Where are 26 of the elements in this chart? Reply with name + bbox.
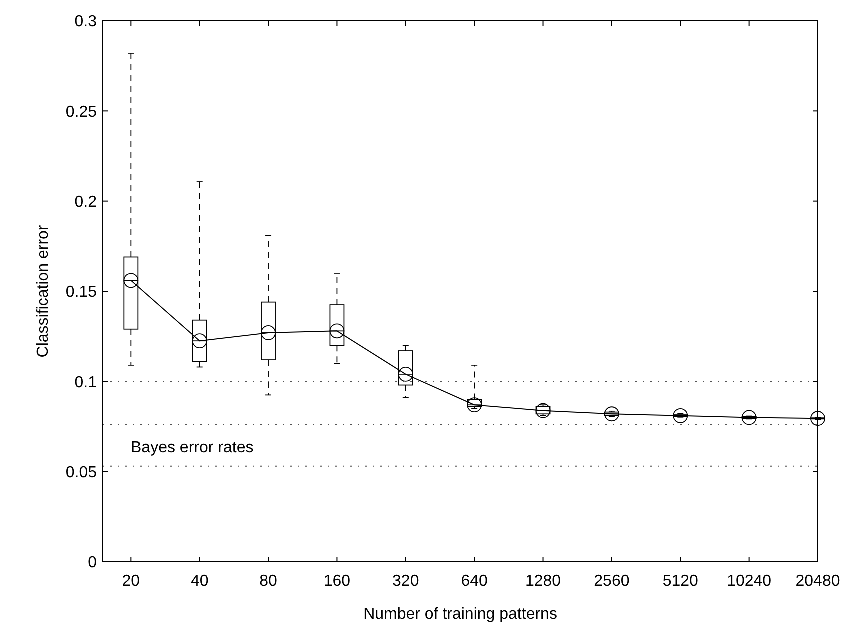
x-tick-label: 160 xyxy=(324,573,351,590)
x-tick-label: 10240 xyxy=(727,573,772,590)
x-axis-title: Number of training patterns xyxy=(364,606,558,623)
y-axis-title: Classification error xyxy=(35,224,52,358)
x-tick-label: 40 xyxy=(190,573,209,590)
x-tick-label: 5120 xyxy=(662,573,699,590)
y-tick-label: 0 xyxy=(88,554,98,572)
y-tick-label: 0.3 xyxy=(74,14,98,31)
x-tick-label: 20480 xyxy=(796,573,840,590)
y-tick-label: 0.25 xyxy=(66,104,98,121)
x-tick-label: 640 xyxy=(461,573,488,590)
y-tick-label: 0.2 xyxy=(74,194,98,211)
y-tick-label: 0.15 xyxy=(66,284,98,302)
y-tick-label: 0.05 xyxy=(66,464,98,482)
x-tick-label: 2560 xyxy=(594,573,630,590)
x-tick-label: 320 xyxy=(392,573,420,590)
point xyxy=(673,408,688,424)
x-tick-label: 80 xyxy=(260,573,278,590)
annotation: Bayes error rates xyxy=(131,440,254,457)
point xyxy=(742,410,757,426)
point xyxy=(604,406,620,422)
x-tick-label: 20 xyxy=(122,573,140,590)
point xyxy=(810,411,826,426)
x-tick-label: 1280 xyxy=(525,573,562,590)
point xyxy=(467,398,482,413)
y-tick-label: 0.1 xyxy=(74,374,98,392)
